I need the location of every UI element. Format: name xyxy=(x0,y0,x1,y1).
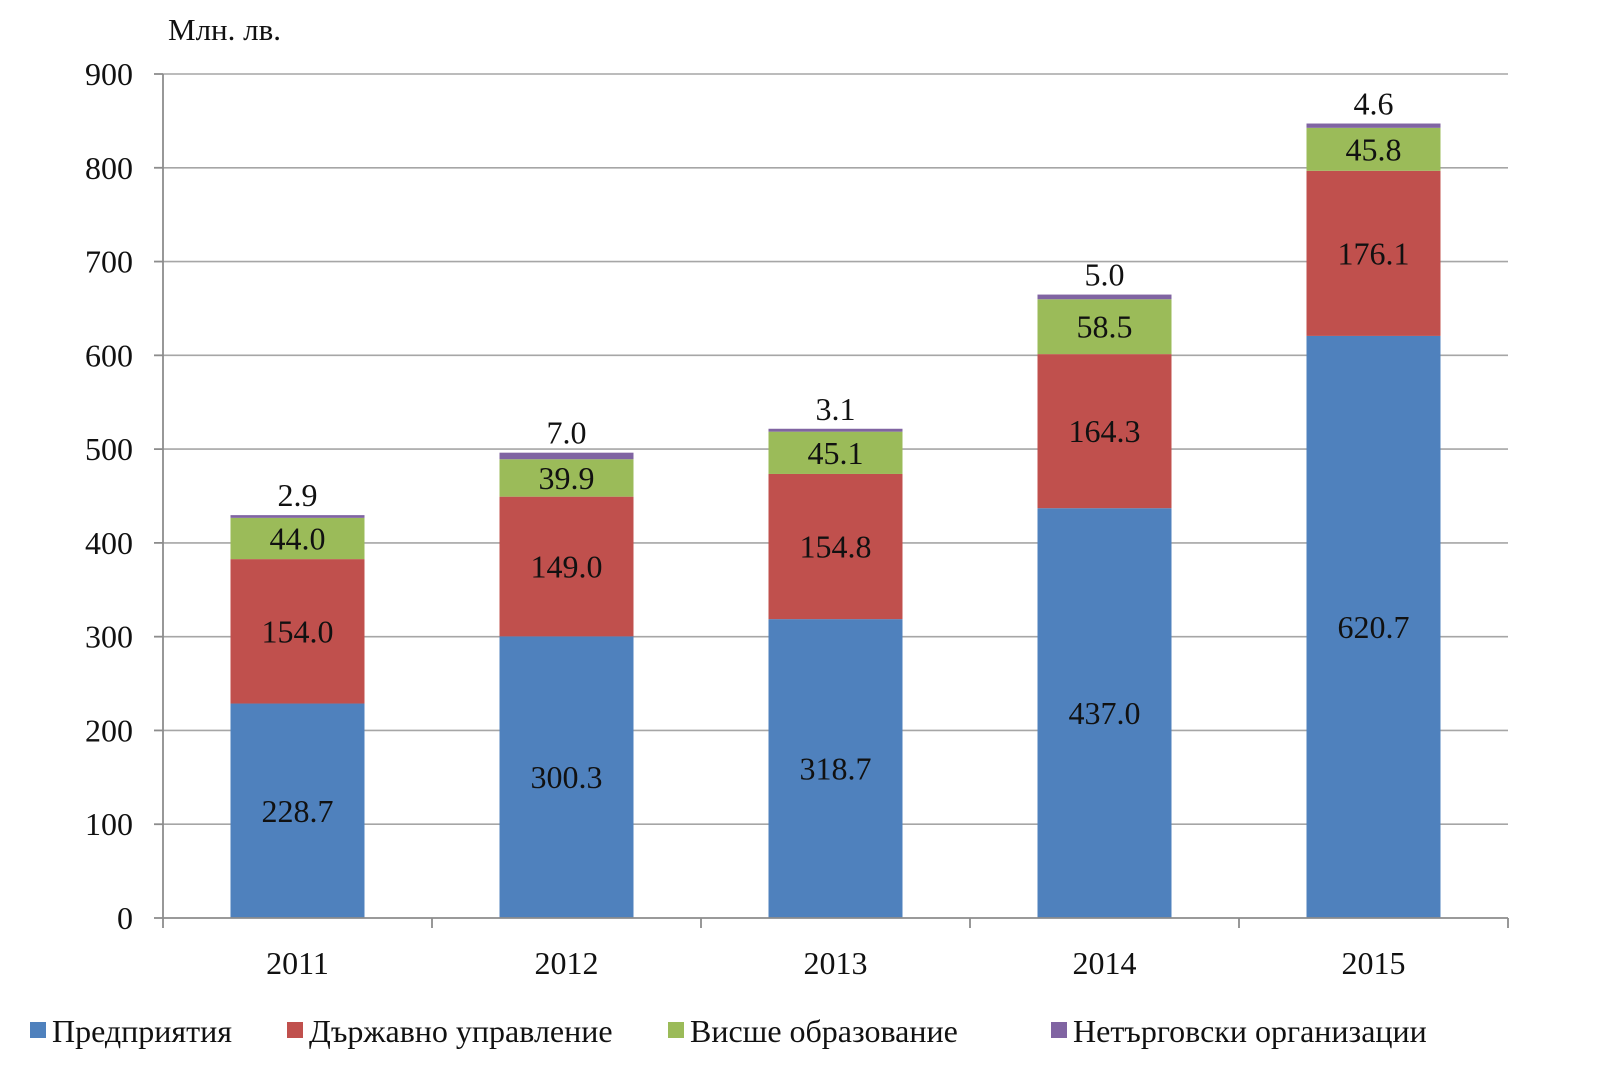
data-label: 7.0 xyxy=(547,415,587,451)
bar-segment xyxy=(1306,335,1441,918)
bar-segment xyxy=(1037,294,1172,300)
data-labels: 228.7 154.0 44.0 2.9 300.3 149.0 39.9 7.0 318.7 1… xyxy=(262,86,1410,829)
x-tick-label: 2013 xyxy=(804,945,868,981)
data-label: 228.7 xyxy=(262,793,334,829)
bar-segment xyxy=(1306,123,1441,128)
bar-segment xyxy=(1037,354,1172,509)
x-tick-label: 2014 xyxy=(1073,945,1137,981)
bar-segment xyxy=(499,636,634,918)
data-label: 154.0 xyxy=(262,613,334,649)
data-label: 620.7 xyxy=(1338,609,1410,645)
bar-segment xyxy=(768,473,903,620)
bar-segment xyxy=(1306,170,1441,336)
data-label: 58.5 xyxy=(1077,309,1133,345)
bar-segment xyxy=(1306,127,1441,171)
data-label: 5.0 xyxy=(1085,257,1125,293)
bar-segment xyxy=(768,619,903,918)
legend-label: Предприятия xyxy=(52,1013,232,1049)
y-tick-label: 400 xyxy=(85,525,133,561)
axes: 0 100 200 300 400 500 600 700 800 900 2011 2012 2013… xyxy=(85,56,1509,981)
legend-swatch xyxy=(1051,1022,1067,1038)
data-label: 3.1 xyxy=(816,391,856,427)
bar-segment xyxy=(230,559,365,704)
y-tick-label: 700 xyxy=(85,244,133,280)
bar-segment xyxy=(230,515,365,518)
y-tick-label: 0 xyxy=(117,900,133,936)
y-tick-label: 100 xyxy=(85,806,133,842)
bar-segment xyxy=(1037,299,1172,355)
data-label: 164.3 xyxy=(1069,413,1141,449)
bar-segment xyxy=(499,496,634,637)
bar-segment xyxy=(230,703,365,918)
x-tick-label: 2012 xyxy=(535,945,599,981)
data-label: 44.0 xyxy=(270,520,326,556)
bar-segment xyxy=(1037,508,1172,918)
data-label: 318.7 xyxy=(800,751,872,787)
data-label: 176.1 xyxy=(1338,235,1410,271)
data-label: 300.3 xyxy=(531,759,603,795)
bar-segment xyxy=(768,428,903,432)
data-label: 149.0 xyxy=(531,549,603,585)
data-label: 39.9 xyxy=(539,460,595,496)
legend-swatch xyxy=(668,1022,684,1038)
y-tick-label: 500 xyxy=(85,431,133,467)
legend-swatch xyxy=(30,1022,46,1038)
y-tick-label: 200 xyxy=(85,712,133,748)
bars xyxy=(230,123,1441,918)
legend-label: Висше образование xyxy=(690,1013,958,1049)
bar-segment xyxy=(768,431,903,474)
data-label: 45.8 xyxy=(1346,131,1402,167)
bar-segment xyxy=(499,459,634,497)
bar-segment xyxy=(230,517,365,560)
legend-label: Нетърговски организации xyxy=(1073,1013,1427,1049)
y-axis-unit-label: Млн. лв. xyxy=(168,12,281,47)
bar-segment xyxy=(499,452,634,460)
legend-swatch xyxy=(287,1022,303,1038)
x-tick-label: 2015 xyxy=(1342,945,1406,981)
legend: Предприятия Държавно управление Висше обра… xyxy=(30,1013,1427,1049)
x-tick-label: 2011 xyxy=(266,945,329,981)
legend-label: Държавно управление xyxy=(309,1013,613,1049)
y-tick-label: 300 xyxy=(85,619,133,655)
data-label: 154.8 xyxy=(800,529,872,565)
y-tick-label: 900 xyxy=(85,56,133,92)
y-tick-label: 800 xyxy=(85,150,133,186)
data-label: 4.6 xyxy=(1354,86,1394,122)
data-label: 2.9 xyxy=(278,477,318,513)
data-label: 45.1 xyxy=(808,435,864,471)
data-label: 437.0 xyxy=(1069,695,1141,731)
y-tick-label: 600 xyxy=(85,337,133,373)
